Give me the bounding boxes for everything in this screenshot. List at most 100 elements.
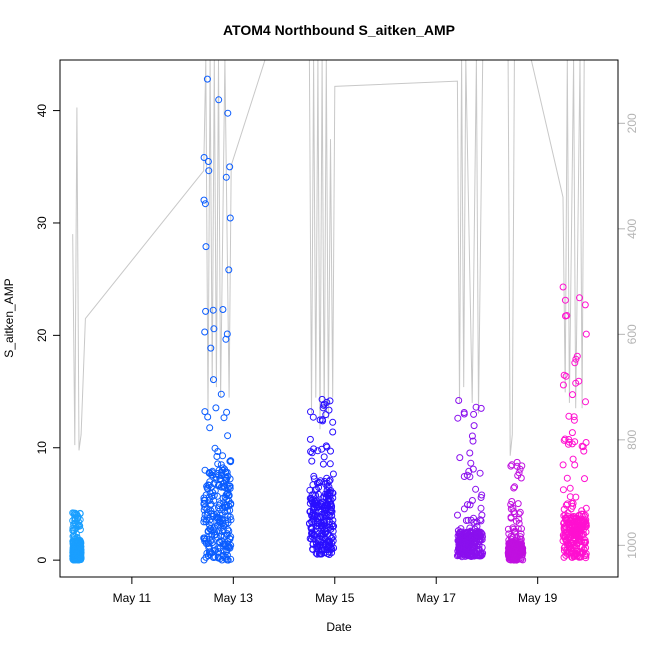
data-point [327, 447, 334, 455]
data-point [579, 510, 587, 518]
data-point [225, 266, 233, 274]
data-point [201, 200, 209, 208]
data-point [202, 243, 210, 251]
data-point [469, 437, 477, 445]
data-point [477, 504, 485, 512]
data-point [205, 497, 213, 504]
data-point [460, 473, 468, 480]
data-point [321, 509, 329, 517]
data-point [508, 498, 516, 505]
secondary-series-line [72, 59, 585, 456]
data-point [209, 306, 217, 314]
data-point [73, 514, 81, 522]
data-point [562, 372, 570, 380]
data-point [76, 522, 84, 530]
data-point [223, 408, 231, 416]
data-point [581, 301, 589, 309]
data-point [509, 550, 517, 558]
data-point [566, 484, 574, 492]
data-point [210, 491, 218, 499]
data-point [217, 532, 225, 540]
data-point [205, 544, 213, 552]
y-tick-label: 40 [35, 104, 49, 118]
data-point [325, 483, 333, 491]
data-point [207, 507, 215, 515]
data-point [69, 524, 77, 532]
data-point [577, 553, 585, 561]
data-point [476, 516, 484, 524]
data-point [582, 516, 590, 524]
data-point [470, 422, 478, 430]
data-point [559, 461, 567, 469]
data-point [516, 465, 524, 473]
data-point [560, 544, 568, 552]
data-point [456, 454, 464, 462]
data-point [507, 501, 515, 508]
data-point [573, 542, 581, 550]
data-point [222, 173, 230, 181]
data-point [560, 533, 568, 541]
data-point [213, 533, 221, 541]
data-point [323, 486, 331, 494]
data-point [559, 283, 567, 291]
data-point [219, 552, 227, 560]
data-point [453, 552, 461, 560]
data-point [573, 522, 581, 530]
data-point [214, 448, 222, 455]
data-point [320, 401, 328, 409]
data-point [468, 432, 476, 440]
data-point [318, 416, 326, 424]
data-point [582, 398, 589, 406]
data-point [308, 529, 315, 537]
data-point [76, 543, 84, 551]
x-tick-label: May 19 [518, 591, 558, 605]
data-point [476, 552, 484, 560]
data-point [226, 475, 234, 483]
data-point [69, 549, 77, 557]
data-point [306, 535, 314, 542]
data-point [518, 462, 526, 470]
data-point [466, 501, 474, 509]
data-point [222, 335, 230, 343]
data-point [218, 468, 225, 476]
data-point [69, 540, 77, 547]
data-point [207, 500, 215, 508]
data-point [306, 494, 314, 502]
data-point [72, 549, 80, 557]
data-point [565, 412, 573, 420]
data-point [306, 435, 314, 443]
data-point [514, 500, 522, 508]
data-point [567, 549, 575, 557]
data-point [562, 516, 570, 524]
data-point [227, 541, 235, 549]
data-point [203, 505, 211, 513]
data-point [569, 499, 577, 507]
data-point [312, 549, 320, 557]
data-point [223, 495, 231, 503]
x-tick-label: May 17 [417, 591, 457, 605]
data-point [327, 487, 335, 494]
data-point [326, 397, 334, 405]
data-point [581, 536, 589, 544]
data-point [201, 328, 209, 336]
data-point [515, 515, 523, 523]
data-point [307, 524, 315, 532]
data-point [314, 501, 322, 509]
data-point [208, 530, 216, 538]
data-point [70, 509, 78, 517]
data-point [207, 483, 215, 491]
secondary-y-tick-label: 200 [625, 113, 639, 133]
data-point [201, 408, 209, 416]
data-point [322, 501, 329, 509]
data-point [226, 214, 234, 222]
y-tick-label: 20 [35, 328, 49, 342]
data-point [321, 519, 328, 526]
data-point [559, 486, 567, 494]
data-point [218, 537, 226, 545]
data-point [460, 409, 468, 416]
data-point [313, 485, 321, 493]
data-point [314, 447, 322, 455]
data-point [329, 494, 337, 502]
data-point [329, 428, 337, 436]
data-point [570, 416, 578, 424]
